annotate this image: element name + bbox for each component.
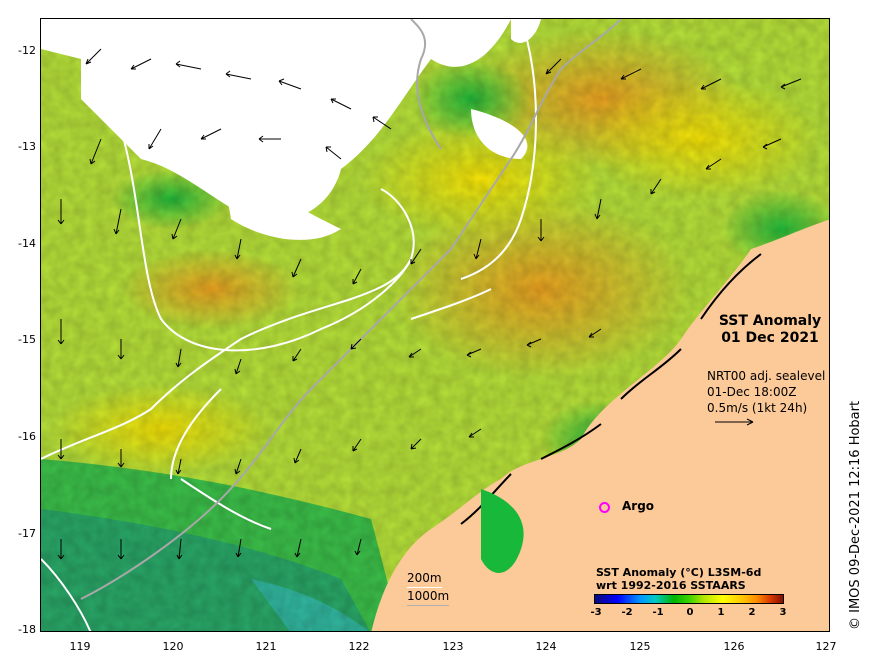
map-title-line: SST Anomaly [718, 313, 822, 329]
y-tick-label: -12 [18, 44, 36, 57]
x-tick-label: 123 [442, 640, 464, 653]
y-tick-label: -14 [18, 237, 36, 250]
contour-legend: 200m 1000m [407, 570, 450, 606]
y-tick-label: -17 [18, 527, 36, 540]
colorbar-title-line: SST Anomaly (°C) L3SM-6d [596, 566, 762, 579]
contour-1000m [80, 19, 622, 600]
y-tick-label: -13 [18, 140, 36, 153]
copyright-notice: © IMOS 09-Dec-2021 12:16 Hobart [848, 400, 863, 630]
y-tick-label: -15 [18, 333, 36, 346]
colorbar-tick: 3 [779, 607, 787, 618]
contour-legend-200m: 200m [407, 570, 442, 588]
vector-source: NRT00 adj. sealevel [707, 369, 826, 383]
x-tick-label: 126 [723, 640, 745, 653]
colorbar-tick: -1 [652, 607, 664, 618]
map-date-line: 01 Dec 2021 [721, 330, 819, 346]
map-title: SST Anomaly 01 Dec 2021 [700, 313, 840, 347]
cloud-mask [81, 19, 511, 222]
vector-scale-label: 0.5m/s (1kt 24h) [707, 401, 808, 415]
colorbar-tick: 0 [686, 607, 694, 618]
vector-scale-arrow [715, 418, 754, 426]
y-tick-label: -18 [18, 623, 36, 636]
colorbar-tick: 1 [717, 607, 725, 618]
colorbar-title: SST Anomaly (°C) L3SM-6d wrt 1992-2016 S… [596, 566, 761, 592]
map-canvas [41, 19, 829, 631]
argo-float-marker[interactable] [599, 502, 610, 513]
x-tick-label: 124 [535, 640, 557, 653]
colorbar-tick: 2 [748, 607, 756, 618]
colorbar-tick: -2 [621, 607, 633, 618]
sst-map[interactable] [40, 18, 830, 632]
current-vectors [57, 48, 802, 560]
colorbar [594, 594, 784, 604]
colorbar-tick: -3 [590, 607, 602, 618]
x-tick-label: 122 [348, 640, 370, 653]
x-tick-label: 121 [255, 640, 277, 653]
x-tick-label: 127 [815, 640, 837, 653]
vector-info: NRT00 adj. sealevel 01-Dec 18:00Z 0.5m/s… [707, 368, 825, 416]
x-tick-label: 120 [162, 640, 184, 653]
contour-200m [41, 188, 415, 460]
vector-time: 01-Dec 18:00Z [707, 385, 797, 399]
argo-label: Argo [622, 499, 655, 513]
x-tick-label: 125 [629, 640, 651, 653]
y-tick-label: -16 [18, 430, 36, 443]
contour-legend-1000m: 1000m [407, 588, 450, 606]
x-tick-label: 119 [69, 640, 91, 653]
colorbar-subtitle-line: wrt 1992-2016 SSTAARS [596, 579, 746, 592]
